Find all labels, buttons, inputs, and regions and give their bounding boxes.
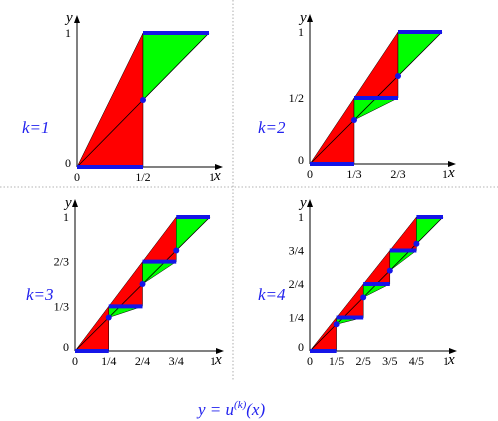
y-tick-label: 1 <box>298 210 304 224</box>
figure-caption: y = u(k)(x) <box>196 399 265 419</box>
k-label: k=2 <box>258 118 286 137</box>
x-axis-label: x <box>214 352 222 368</box>
x-tick-label: 1 <box>443 354 449 368</box>
x-tick-label: 2/5 <box>356 354 371 368</box>
crossing-dot <box>413 240 420 247</box>
x-tick-label: 1/2 <box>135 170 150 184</box>
x-tick-label: 0 <box>72 354 78 368</box>
red-triangle <box>309 97 355 165</box>
green-triangle <box>389 250 418 272</box>
y-tick-label: 2/4 <box>289 277 304 291</box>
caption-argument: (x) <box>246 400 265 419</box>
y-axis-label: y <box>63 195 72 211</box>
red-triangle <box>389 216 417 251</box>
x-tick-label: 3/5 <box>382 354 397 368</box>
red-triangle <box>353 31 399 99</box>
crossing-dot <box>333 321 340 328</box>
caption-superscript: (k) <box>234 399 247 411</box>
x-axis-label: x <box>447 165 455 181</box>
crossing-dot <box>386 267 393 274</box>
y-axis-label: y <box>298 195 307 211</box>
y-axis-label: y <box>298 10 307 26</box>
red-triangle <box>309 316 337 352</box>
k-label: k=3 <box>26 285 54 304</box>
red-triangle <box>74 305 109 352</box>
y-axis-label: y <box>64 10 73 26</box>
x-tick-label: 1 <box>442 167 448 181</box>
x-tick-label: 4/5 <box>409 354 424 368</box>
crossing-dot <box>139 281 146 287</box>
y-tick-label: 0 <box>298 340 304 354</box>
y-tick-label: 1 <box>63 210 69 224</box>
red-triangle <box>362 249 391 285</box>
k-label: k=1 <box>22 118 50 137</box>
y-axis-arrow <box>307 199 313 207</box>
x-axis-label: x <box>213 168 221 184</box>
x-axis-arrow <box>449 348 457 354</box>
green-triangle <box>142 261 178 285</box>
crossing-dot <box>395 73 401 79</box>
k-label: k=4 <box>258 285 286 304</box>
x-tick-label: 1/5 <box>329 354 344 368</box>
x-tick-label: 1 <box>210 354 216 368</box>
y-axis-arrow <box>72 199 78 207</box>
y-tick-label: 3/4 <box>289 244 304 258</box>
y-tick-label: 0 <box>63 340 69 354</box>
x-tick-label: 1/4 <box>101 354 116 368</box>
y-tick-label: 2/3 <box>54 255 69 269</box>
y-axis-arrow <box>74 15 80 23</box>
crossing-dot <box>105 314 112 321</box>
y-tick-label: 1 <box>65 26 71 40</box>
y-tick-label: 1/2 <box>289 91 304 105</box>
red-triangle <box>76 32 144 168</box>
x-axis-arrow <box>215 164 223 170</box>
x-axis-label: x <box>447 352 455 368</box>
x-tick-label: 2/3 <box>390 167 405 181</box>
x-tick-label: 1 <box>209 170 215 184</box>
x-tick-label: 0 <box>307 167 313 181</box>
green-triangle <box>353 97 399 121</box>
x-axis-arrow <box>216 348 224 354</box>
red-triangle <box>108 260 143 307</box>
caption-lhs: y = u <box>196 400 234 419</box>
y-tick-label: 1/4 <box>289 311 304 325</box>
y-tick-label: 1 <box>298 25 304 39</box>
y-axis-arrow <box>307 14 313 22</box>
x-tick-label: 2/4 <box>135 354 150 368</box>
x-tick-label: 3/4 <box>169 354 184 368</box>
green-triangle <box>362 283 390 298</box>
crossing-dot <box>351 117 357 123</box>
red-triangle <box>336 283 364 318</box>
x-tick-label: 1/3 <box>346 167 361 181</box>
y-tick-label: 0 <box>298 153 304 167</box>
x-tick-label: 0 <box>307 354 313 368</box>
y-tick-label: 0 <box>65 156 71 170</box>
crossing-dot <box>173 247 180 254</box>
x-axis-arrow <box>448 161 456 167</box>
x-tick-label: 0 <box>74 170 80 184</box>
crossing-dot <box>140 97 146 103</box>
y-tick-label: 1/3 <box>54 299 69 313</box>
crossing-dot <box>360 294 367 301</box>
